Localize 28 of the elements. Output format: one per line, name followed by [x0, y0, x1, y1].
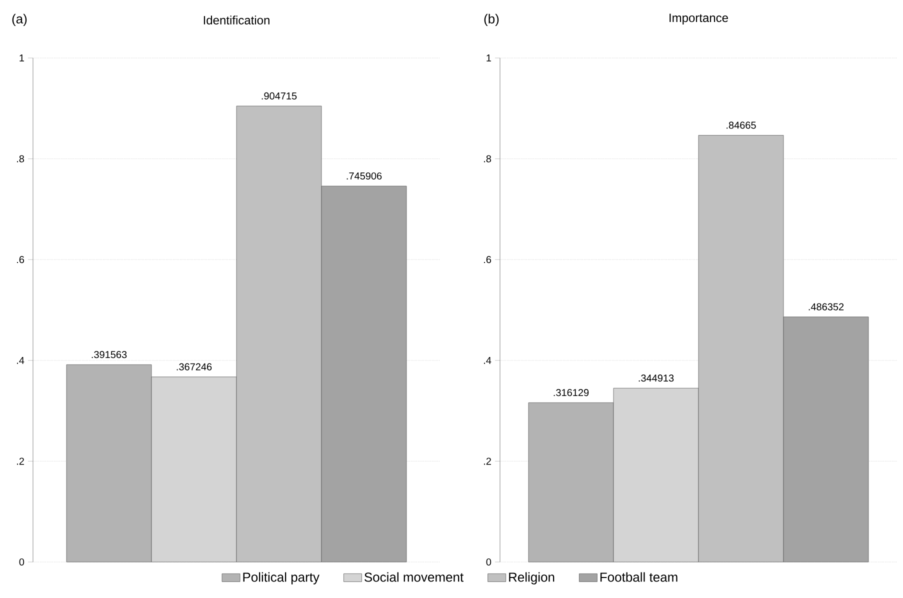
y-tick-label: .2 — [484, 458, 491, 465]
chart-title: Importance — [670, 14, 728, 24]
data-label: .904715 — [262, 92, 297, 100]
y-tick-label: 1 — [20, 54, 24, 62]
y-tick-label: .4 — [484, 356, 492, 364]
data-label: .344913 — [638, 374, 674, 382]
data-label: .316129 — [554, 389, 589, 396]
y-tick-label: .8 — [484, 155, 492, 162]
y-tick-label: .4 — [17, 356, 24, 364]
y-tick-label: .8 — [17, 155, 24, 162]
data-label: .745906 — [346, 172, 382, 180]
y-tick-label: .6 — [484, 256, 492, 264]
y-tick-label: .6 — [17, 256, 24, 264]
y-tick-label: .2 — [17, 458, 24, 465]
data-label: .391563 — [92, 351, 127, 358]
data-label: .367246 — [176, 363, 212, 370]
legend-label: Religion — [509, 572, 554, 584]
chart-title: Identification — [204, 16, 270, 24]
y-tick-label: 0 — [19, 558, 24, 566]
legend-label: Football team — [600, 572, 678, 582]
data-label: .486352 — [808, 303, 844, 310]
y-tick-label: 1 — [486, 54, 491, 62]
legend-label: Social movement — [364, 572, 464, 582]
text: (b) — [484, 14, 499, 26]
y-tick-label: 0 — [486, 558, 492, 566]
text: (a) — [12, 14, 27, 26]
data-label: .84665 — [726, 122, 756, 129]
legend-label: Political party — [243, 572, 320, 584]
